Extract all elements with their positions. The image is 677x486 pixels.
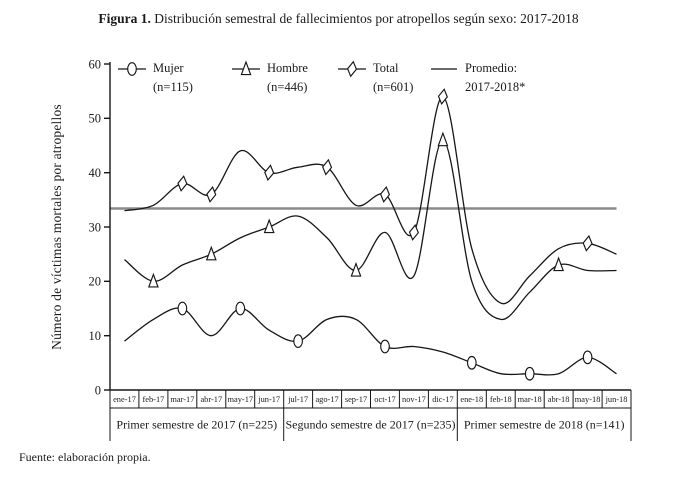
legend-sublabel: (n=446) <box>267 79 308 94</box>
legend-text: Promedio: 2017-2018* <box>465 59 525 97</box>
legend-label: Mujer <box>153 61 184 75</box>
month-label: ago-17 <box>315 395 338 404</box>
figure-number: Figura 1. <box>98 11 151 26</box>
semester-label: Segundo semestre de 2017 (n=235) <box>285 418 455 432</box>
legend-item-hombre: Hombre (n=446) <box>230 59 308 97</box>
legend-sublabel: 2017-2018* <box>465 79 526 94</box>
total-marker <box>437 88 448 106</box>
hombre-series-line <box>124 139 617 321</box>
month-label: mar-17 <box>170 395 194 404</box>
mujer-marker <box>582 350 593 365</box>
y-tick-label: 10 <box>89 329 102 343</box>
hombre-marker <box>437 131 449 147</box>
legend-item-promedio: Promedio: 2017-2018* <box>428 59 525 97</box>
semester-label: Primer semestre de 2017 (n=225) <box>116 418 277 432</box>
legend-item-mujer: Mujer (n=115) <box>116 59 193 97</box>
y-tick-label: 30 <box>89 220 102 234</box>
total-marker <box>206 185 217 203</box>
legend-label: Promedio: <box>465 61 518 75</box>
month-label: dic-17 <box>432 395 453 404</box>
mujer-marker <box>466 355 477 370</box>
total-marker <box>582 234 593 252</box>
mujer-series-line <box>124 307 617 376</box>
mujer-marker-icon <box>118 62 146 76</box>
hombre-marker <box>205 245 217 261</box>
legend-text: Total (n=601) <box>373 59 413 97</box>
hombre-marker <box>147 272 159 288</box>
y-tick-label: 0 <box>95 383 101 397</box>
month-label: mar-18 <box>518 395 542 404</box>
month-label: may-17 <box>228 395 254 404</box>
axes <box>104 62 631 391</box>
total-marker <box>379 185 391 203</box>
month-label: ene-17 <box>113 395 136 404</box>
hombre-marker <box>553 256 565 272</box>
month-label: ene-18 <box>460 395 483 404</box>
mujer-marker <box>380 339 390 354</box>
month-label: feb-18 <box>490 395 512 404</box>
hombre-marker <box>350 261 362 277</box>
y-tick-label: 20 <box>89 275 102 289</box>
month-label: sep-17 <box>345 395 367 404</box>
legend-circle-marker <box>127 62 137 76</box>
total-marker <box>408 223 419 241</box>
total-marker <box>264 164 275 182</box>
figure-caption: Distribución semestral de fallecimientos… <box>150 11 579 26</box>
hombre-marker <box>263 218 275 234</box>
y-tick-label: 40 <box>89 166 102 180</box>
month-label: nov-17 <box>402 395 426 404</box>
semester-label: Primer semestre de 2018 (n=141) <box>464 418 625 432</box>
month-label: jul-17 <box>287 395 308 404</box>
month-label: abr-18 <box>548 395 570 404</box>
legend-triangle-marker <box>240 60 252 76</box>
legend-sublabel: (n=601) <box>373 79 414 94</box>
mujer-marker <box>524 366 535 381</box>
legend-label: Hombre <box>267 61 308 75</box>
legend-label: Total <box>373 61 399 75</box>
month-label: may-18 <box>575 395 601 404</box>
month-label: abr-17 <box>200 395 222 404</box>
hombre-marker-icon <box>232 60 260 76</box>
mujer-marker <box>235 301 246 316</box>
y-tick-label: 60 <box>89 57 102 71</box>
figure-title: Figura 1. Distribución semestral de fall… <box>0 11 677 27</box>
legend-item-total: Total (n=601) <box>336 59 413 97</box>
total-marker-icon <box>338 60 366 78</box>
legend-text: Mujer (n=115) <box>153 59 193 97</box>
promedio-line-icon <box>431 68 457 70</box>
legend-text: Hombre (n=446) <box>267 59 308 97</box>
total-marker <box>322 158 333 176</box>
total-series-line <box>124 95 617 305</box>
y-axis-title: Número de víctimas mortales por atropell… <box>49 104 64 350</box>
mujer-marker <box>177 301 188 316</box>
source-note: Fuente: elaboración propia. <box>19 450 151 464</box>
total-marker <box>177 175 188 192</box>
month-label: jun-18 <box>605 395 628 404</box>
month-label: oct-17 <box>374 395 395 404</box>
legend-kite-marker <box>346 60 358 78</box>
mujer-marker <box>293 334 303 348</box>
x-axis-table <box>109 390 632 441</box>
y-tick-label: 50 <box>89 112 102 126</box>
month-label: feb-17 <box>142 395 164 404</box>
month-label: jun-17 <box>257 395 280 404</box>
legend-sublabel: (n=115) <box>153 79 193 94</box>
